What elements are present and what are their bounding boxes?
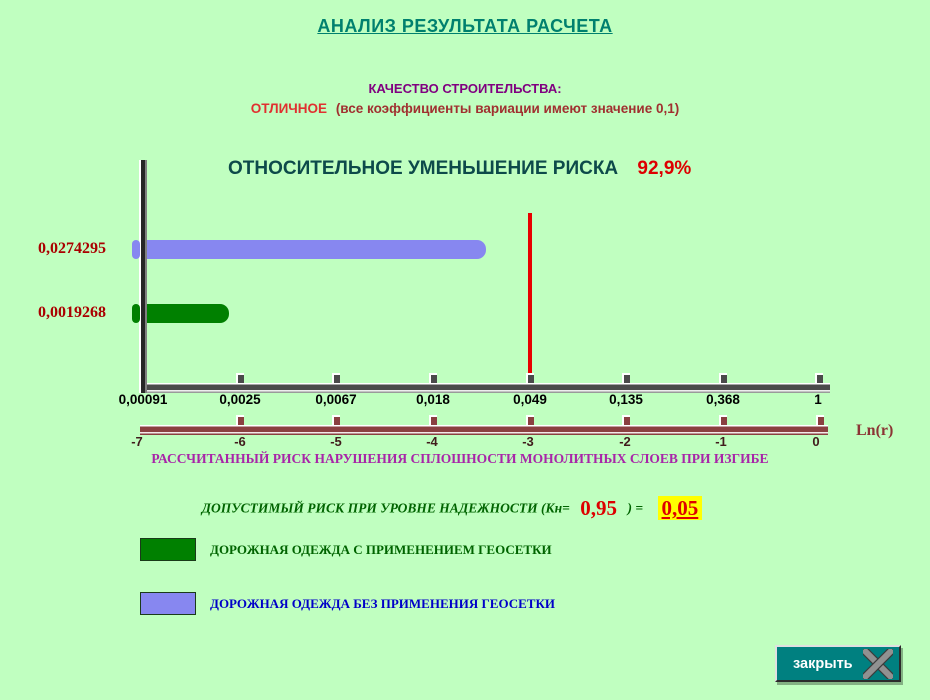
- quality-label: КАЧЕСТВО СТРОИТЕЛЬСТВА:: [368, 81, 562, 96]
- allowable-risk-prefix: ДОПУСТИМЫЙ РИСК ПРИ УРОВНЕ НАДЕЖНОСТИ (К…: [201, 500, 570, 516]
- risk-reduction-value: 92,9%: [637, 158, 692, 179]
- allowable-risk-equals: ) =: [627, 500, 644, 516]
- close-button-label: закрыть: [793, 655, 853, 672]
- ln-axis-tick: [429, 415, 437, 425]
- ln-axis-title: Ln(r): [856, 422, 894, 439]
- x-tick-label-risk: 0,0067: [315, 392, 357, 407]
- x-axis-tick: [719, 373, 727, 383]
- ln-axis-tick: [622, 415, 630, 425]
- ln-tick-label: -2: [619, 434, 631, 449]
- ln-tick-label: -7: [131, 434, 143, 449]
- ln-tick-label: -4: [426, 434, 438, 449]
- x-tick-label-risk: 0,0025: [219, 392, 261, 407]
- allowable-risk-line: ДОПУСТИМЫЙ РИСК ПРИ УРОВНЕ НАДЕЖНОСТИ (К…: [0, 496, 910, 521]
- bar-without-geogrid: [147, 240, 486, 259]
- ln-axis-tick: [332, 415, 340, 425]
- x-tick-label-risk: 1: [814, 392, 822, 407]
- x-axis-risk: [147, 383, 830, 393]
- close-icon: [862, 648, 893, 679]
- quality-value-line: ОТЛИЧНОЕ (все коэффициенты вариации имею…: [0, 101, 930, 116]
- x-axis-tick: [622, 373, 630, 383]
- chart-title: ОТНОСИТЕЛЬНОЕ УМЕНЬШЕНИЕ РИСКА 92,9%: [228, 158, 691, 180]
- bar-with-geogrid: [147, 304, 229, 323]
- y-axis: [139, 160, 147, 393]
- x-axis-ln: [140, 425, 828, 435]
- kn-value: 0,95: [580, 496, 618, 520]
- ln-tick-label: 0: [812, 434, 820, 449]
- legend-swatch-with-geogrid: [140, 538, 196, 561]
- x-axis-tick: [236, 373, 244, 383]
- ln-axis-tick: [236, 415, 244, 425]
- x-tick-label-risk: 0,018: [416, 392, 450, 407]
- x-axis-tick: [332, 373, 340, 383]
- ln-tick-label: -5: [330, 434, 342, 449]
- close-button[interactable]: закрыть: [775, 645, 901, 682]
- x-tick-label-risk: 0,049: [513, 392, 547, 407]
- x-tick-label-risk: 0,368: [706, 392, 740, 407]
- chart-caption: РАССЧИТАННЫЙ РИСК НАРУШЕНИЯ СПЛОШНОСТИ М…: [151, 451, 769, 466]
- bar-value-without-geogrid: 0,0274295: [38, 240, 106, 257]
- ln-tick-label: -3: [522, 434, 534, 449]
- ln-axis-tick: [526, 415, 534, 425]
- bar-with-geogrid-start: [132, 304, 140, 323]
- ln-tick-label: -6: [234, 434, 246, 449]
- threshold-line: [528, 213, 532, 383]
- quality-note: (все коэффициенты вариации имеют значени…: [335, 101, 680, 116]
- allowable-risk-value: 0,05: [657, 496, 703, 520]
- quality-grade: ОТЛИЧНОЕ: [250, 101, 328, 116]
- ln-tick-label: -1: [715, 434, 727, 449]
- x-tick-label-risk: 0,00091: [118, 392, 168, 407]
- x-axis-tick: [429, 373, 437, 383]
- legend-label-without-geogrid: ДОРОЖНАЯ ОДЕЖДА БЕЗ ПРИМЕНЕНИЯ ГЕОСЕТКИ: [210, 596, 555, 611]
- chart-title-text: ОТНОСИТЕЛЬНОЕ УМЕНЬШЕНИЕ РИСКА: [228, 158, 619, 179]
- x-tick-label-risk: 0,135: [609, 392, 643, 407]
- x-axis-tick: [526, 373, 534, 383]
- page-title: АНАЛИЗ РЕЗУЛЬТАТА РАСЧЕТА: [317, 16, 613, 36]
- ln-axis-tick: [719, 415, 727, 425]
- bar-without-geogrid-start: [132, 240, 140, 259]
- legend-label-with-geogrid: ДОРОЖНАЯ ОДЕЖДА С ПРИМЕНЕНИЕМ ГЕОСЕТКИ: [210, 542, 552, 557]
- x-axis-tick: [815, 373, 823, 383]
- bar-value-with-geogrid: 0,0019268: [38, 304, 106, 321]
- ln-axis-tick: [816, 415, 824, 425]
- legend-swatch-without-geogrid: [140, 592, 196, 615]
